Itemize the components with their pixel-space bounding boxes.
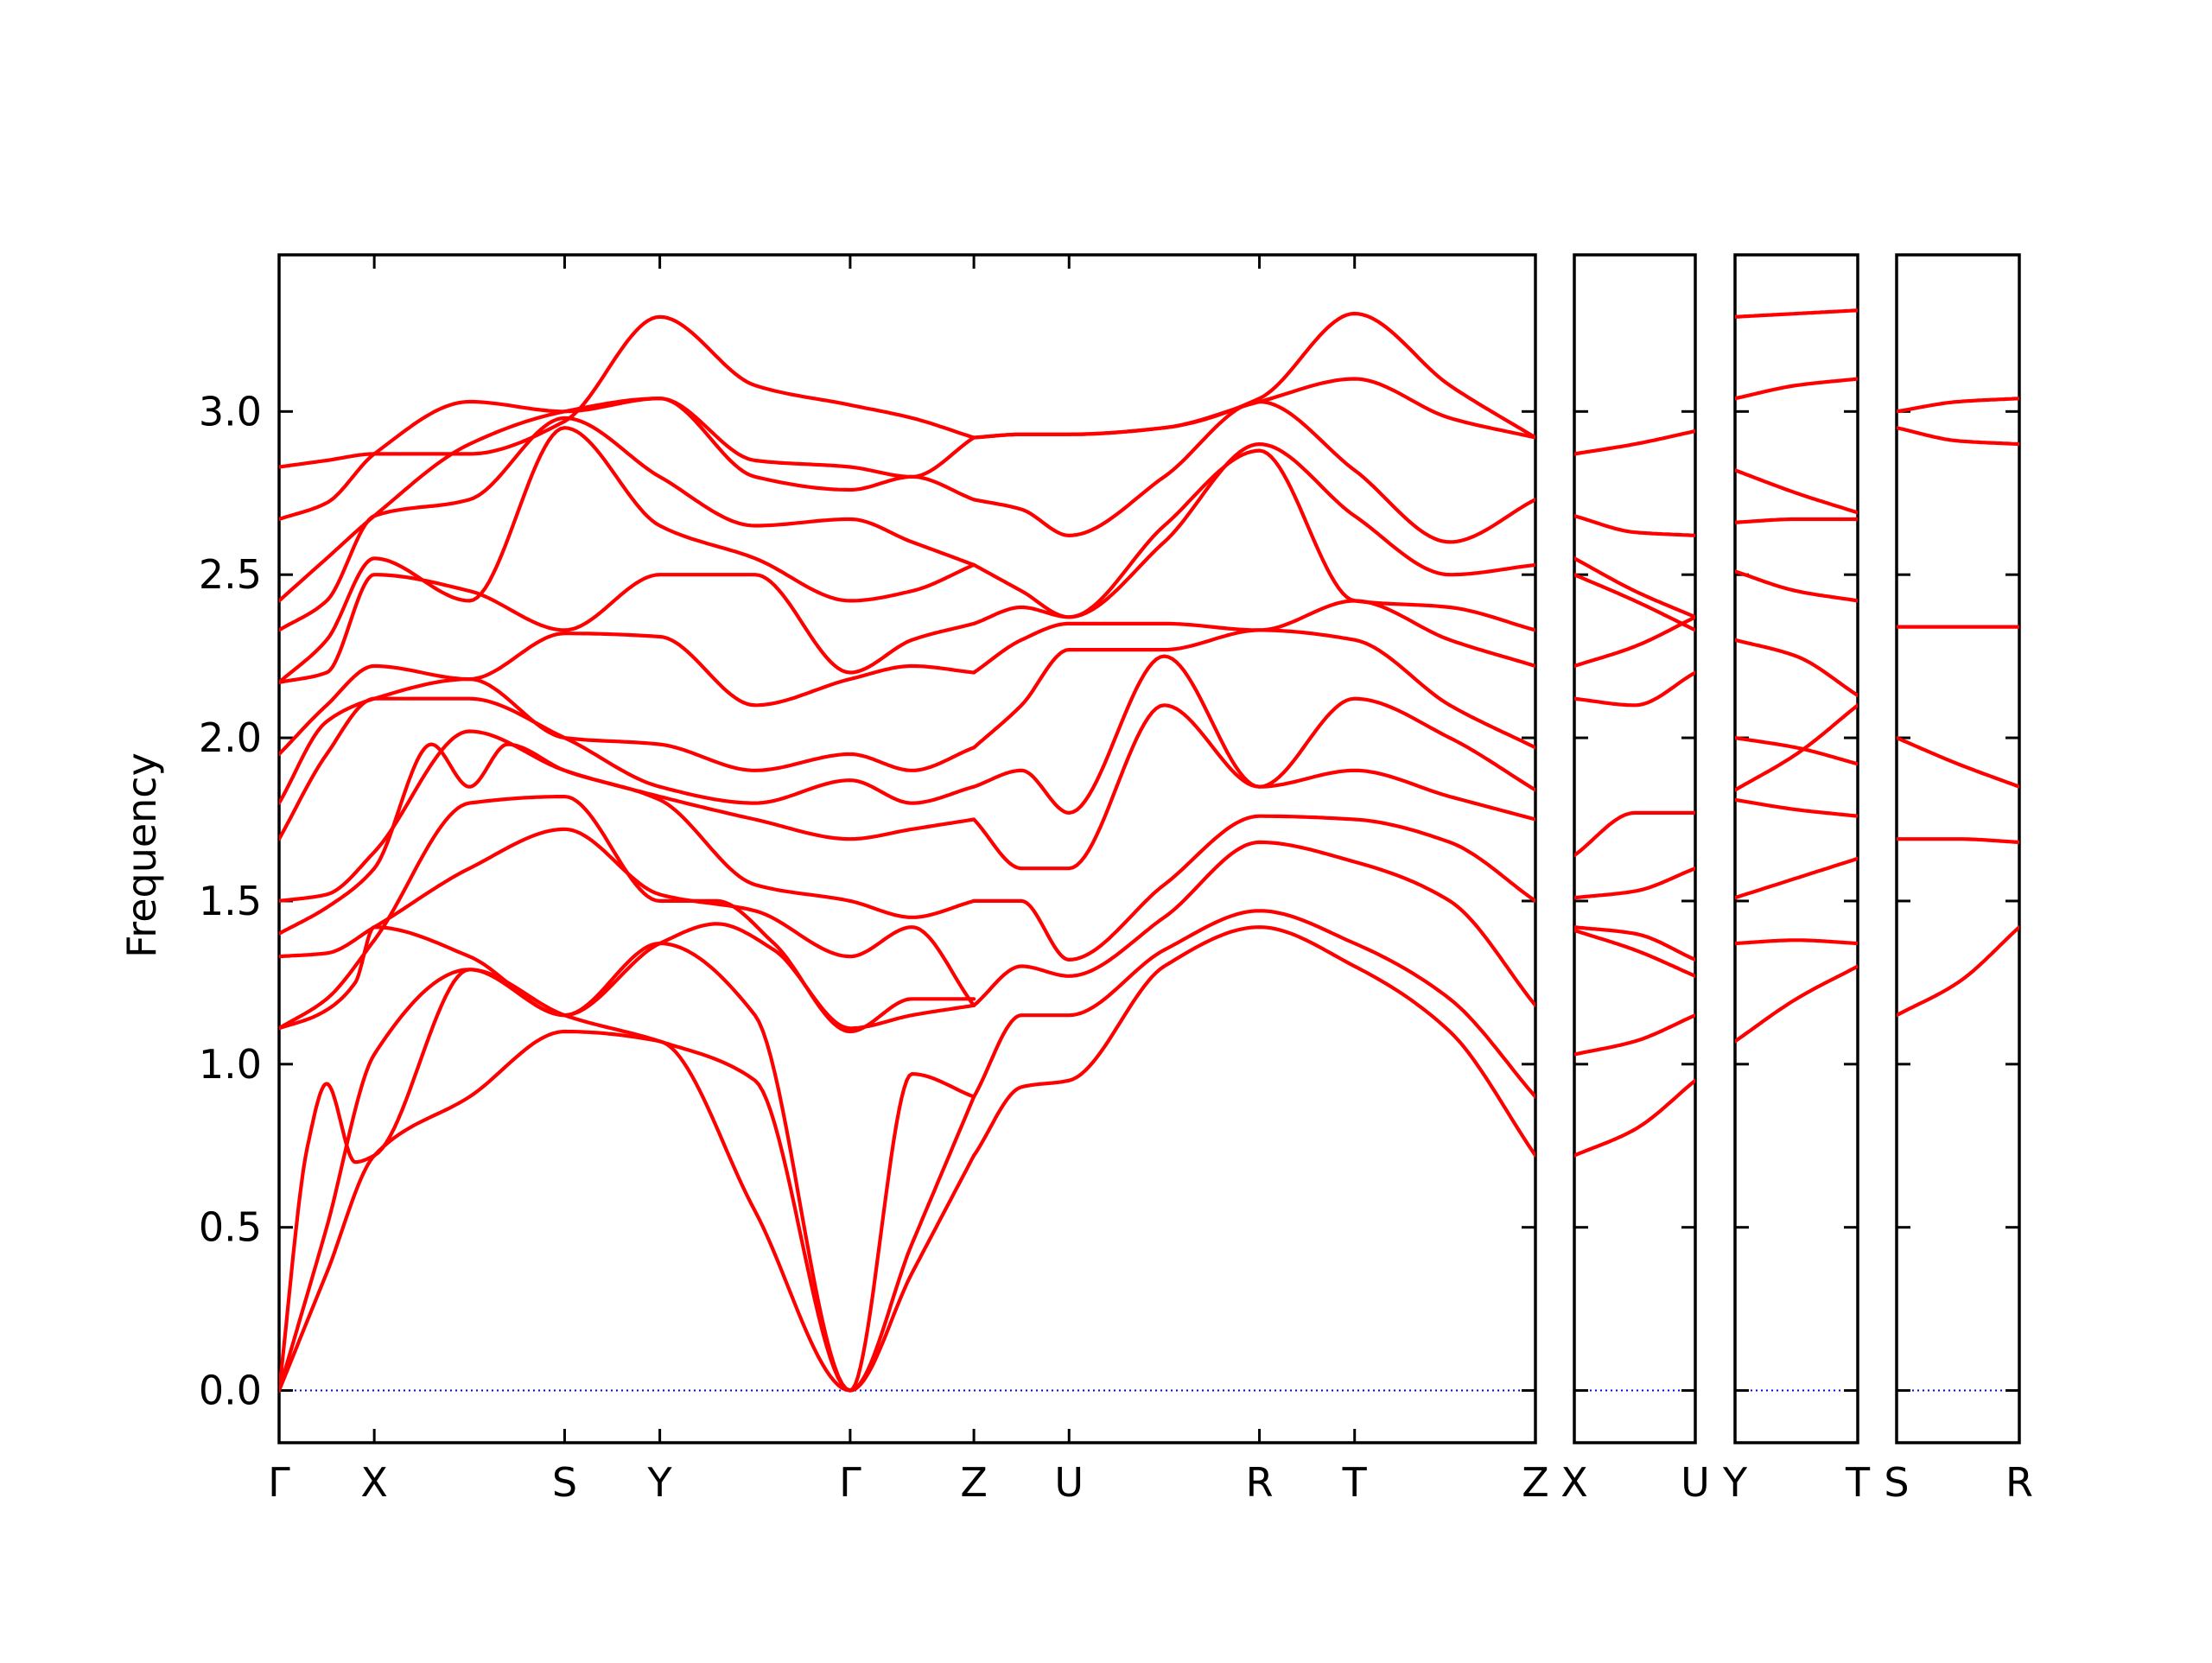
phonon-band-15 [279,397,976,603]
x-tick-label: Γ [268,1459,290,1506]
phonon-band-27 [972,442,1535,619]
phonon-band-6 [279,827,976,1007]
phonon-band-4 [1735,797,1858,818]
phonon-band-6 [1735,736,1858,766]
phonon-band-30 [972,311,1535,440]
x-tick-label: X [360,1459,388,1506]
phonon-band-5 [1735,703,1858,792]
phonon-band-5 [1574,866,1695,900]
phonon-band-10 [1735,468,1858,515]
phonon-band-6 [1574,810,1695,858]
phonon-band-1 [1574,1078,1695,1158]
bands-group [1897,397,2019,1018]
phonon-band-19 [972,909,1535,1099]
phonon-band-9 [1735,517,1858,524]
phonon-band-9 [1574,573,1695,632]
bands-group [1735,308,1858,1044]
phonon-band-3 [279,941,976,1393]
phonon-band-7 [1574,670,1695,708]
plot-frame [1895,253,2021,1444]
x-tick-label: T [1342,1459,1368,1506]
panel-1: 0.0 0.5 1.0 1.5 2.0 2.5 3.0 Γ X S Y Γ Z U R T Z [199,253,1549,1506]
x-tick-label: Y [647,1459,673,1506]
phonon-band-10 [1574,556,1695,619]
panels-group: 0.00.51.01.52.02.53.0Γ X S Y Γ Z U R T Z X U Y T S R [199,253,2033,1506]
phonon-band-6 [1897,397,2019,414]
phonon-band-11 [279,632,976,757]
x-tick-label: S [1884,1459,1909,1506]
phonon-band-7 [1735,638,1858,698]
y-tick-label: 1.5 [199,878,262,924]
phonon-band-12 [1735,308,1858,319]
phonon-band-11 [1735,377,1858,401]
x-tick-label: T [1845,1459,1871,1506]
phonon-band-3 [1735,856,1858,900]
phonon-band-1 [279,1029,976,1393]
phonon-band-8 [1574,615,1695,669]
phonon-band-20 [972,840,1535,1007]
x-tick-label: Z [1522,1459,1549,1506]
x-tick-label: U [1681,1459,1710,1506]
y-tick-label: 2.5 [199,551,262,598]
phonon-band-5 [1897,426,2019,447]
phonon-band-12 [1574,428,1695,456]
plot-frame [277,253,1537,1444]
bands-group [279,311,1535,1393]
y-tick-label: 3.0 [199,388,262,435]
phonon-band-25 [972,599,1535,675]
phonon-band-28 [972,399,1535,544]
phonon-band-17 [279,314,976,469]
phonon-band-2 [279,968,976,1393]
x-tick-label: X [1560,1459,1588,1506]
x-tick-label: R [2005,1459,2033,1506]
y-tick-label: 2.0 [199,714,262,761]
y-axis-label: Frequency [118,752,165,958]
phonon-band-1 [1735,964,1858,1044]
y-tick-label: 1.0 [199,1041,262,1088]
phonon-band-14 [279,416,976,632]
phonon-band-1 [1897,925,2019,1018]
y-tick-label: 0.5 [199,1204,262,1251]
phonon-band-2 [1897,837,2019,844]
phonon-band-26 [972,448,1535,632]
phonon-band-16 [279,397,976,522]
plot-frame [1733,253,1859,1444]
phonon-band-22 [972,703,1535,871]
phonon-band-8 [279,729,976,903]
phonon-band-5 [279,795,976,1034]
phonon-band-2 [1735,938,1858,946]
phonon-band-4 [1574,925,1695,962]
phonon-band-21 [972,814,1535,962]
phonon-band-10 [279,677,976,805]
phonon-band-12 [279,573,976,684]
phonon-band-18 [972,925,1535,1158]
phonon-band-24 [972,628,1535,750]
phonon-band-8 [1735,569,1858,603]
bands-group [1574,428,1695,1158]
phonon-band-2 [1574,1013,1695,1057]
x-tick-label: R [1246,1459,1274,1506]
phonon-band-13 [279,426,976,684]
x-tick-label: Y [1722,1459,1748,1506]
x-tick-label: U [1054,1459,1084,1506]
phonon-band-4 [279,922,976,1031]
x-tick-label: S [552,1459,577,1506]
phonon-band-9 [279,696,976,841]
phonon-band-3 [1574,928,1695,978]
plot-frame [1573,253,1697,1444]
y-tick-label: 0.0 [199,1368,262,1414]
phonon-band-7 [279,742,976,936]
phonon-band-11 [1574,514,1695,537]
phonon-band-23 [972,654,1535,815]
x-tick-label: Z [960,1459,988,1506]
phonon-band-3 [1897,736,2019,789]
x-tick-label: Γ [839,1459,861,1506]
